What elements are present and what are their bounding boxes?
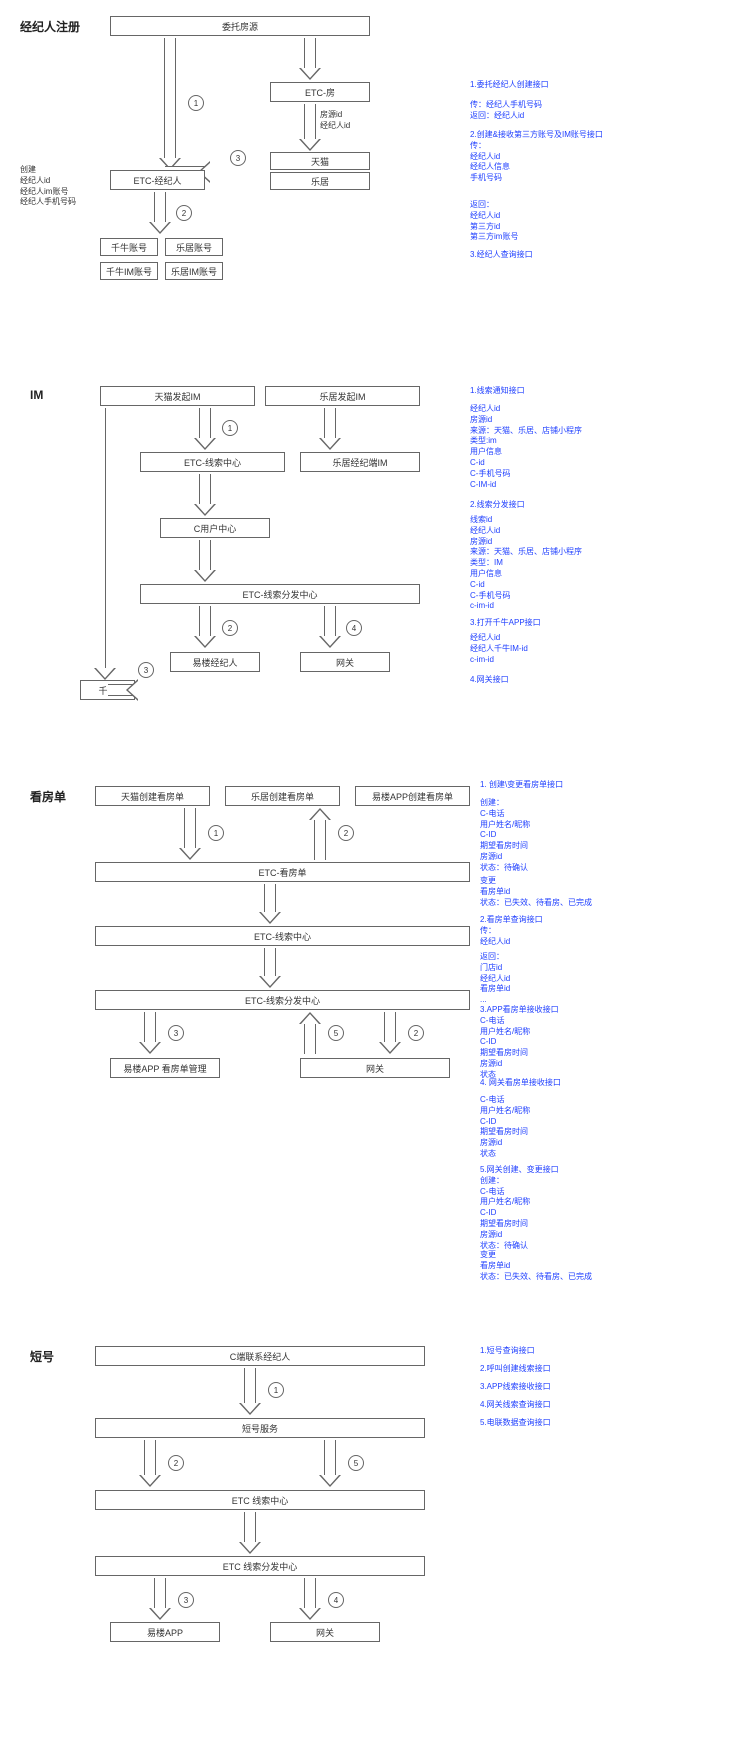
box: ETC-线索分发中心	[140, 584, 420, 604]
note: 经纪人id 经纪人千牛IM-id c-im-id	[470, 633, 680, 665]
box: ETC-看房单	[95, 862, 470, 882]
box-etc-agent: ETC-经纪人	[110, 170, 205, 190]
box: 乐居创建看房单	[225, 786, 340, 806]
note: 传：经纪人手机号码 返回：经纪人id	[470, 100, 680, 122]
box: 乐居发起IM	[265, 386, 420, 406]
section-title: IM	[30, 388, 43, 402]
note: 返回： 门店id 经纪人id 看房单id ...	[480, 952, 690, 1006]
box: 天猫创建看房单	[95, 786, 210, 806]
line	[105, 408, 106, 668]
note: 1.线索通知接口	[470, 386, 680, 397]
step-5: 5	[328, 1025, 344, 1041]
box: 易楼APP 看房单管理	[110, 1058, 220, 1078]
box: 易楼APP	[110, 1622, 220, 1642]
note: 4.网关接口	[470, 675, 680, 686]
box-qn: 千牛账号	[100, 238, 158, 256]
note: 4.网关线索查询接口	[480, 1400, 690, 1411]
note: 返回： 经纪人id 第三方id 第三方im账号	[470, 200, 680, 243]
step-3: 3	[168, 1025, 184, 1041]
box: 天猫发起IM	[100, 386, 255, 406]
box: 乐居经纪端IM	[300, 452, 420, 472]
label-mid: 房源id 经纪人id	[320, 110, 350, 132]
note: 2.创建&接收第三方账号及IM账号接口 传： 经纪人id 经纪人信息 手机号码	[470, 130, 680, 184]
step-3: 3	[178, 1592, 194, 1608]
note: 4. 网关看房单接收接口	[480, 1078, 690, 1089]
note: 3.打开千牛APP接口	[470, 618, 680, 629]
box: ETC-线索分发中心	[95, 990, 470, 1010]
note: 1. 创建\变更看房单接口	[480, 780, 690, 791]
note: 5.电联数据查询接口	[480, 1418, 690, 1429]
step-2: 2	[168, 1455, 184, 1471]
step-1: 1	[222, 420, 238, 436]
note: 线索id 经纪人id 房源id 来源：天猫、乐居、店铺小程序 类型：IM 用户信…	[470, 515, 680, 612]
box: 易楼经纪人	[170, 652, 260, 672]
note: 3.APP线索接收接口	[480, 1382, 690, 1393]
box-etc-fang: ETC-房	[270, 82, 370, 102]
box: ETC-线索中心	[95, 926, 470, 946]
step-2b: 2	[408, 1025, 424, 1041]
box: ETC 线索分发中心	[95, 1556, 425, 1576]
section-title: 看房单	[30, 788, 66, 805]
step-1: 1	[268, 1382, 284, 1398]
section-title: 经纪人注册	[20, 18, 80, 35]
note: C-电话 用户姓名/昵称 C-ID 期望看房时间 房源id 状态	[480, 1095, 690, 1160]
box-tmall: 天猫	[270, 152, 370, 170]
step-2: 2	[222, 620, 238, 636]
note: 变更 看房单id 状态：已失效、待看房、已完成	[480, 1250, 690, 1282]
step-4: 4	[328, 1592, 344, 1608]
box: 网关	[300, 652, 390, 672]
note: 经纪人id 房源id 来源：天猫、乐居、店铺小程序 类型:im 用户信息 C-i…	[470, 404, 680, 490]
box: C用户中心	[160, 518, 270, 538]
box-qnim: 千牛IM账号	[100, 262, 158, 280]
box: 网关	[270, 1622, 380, 1642]
step-5: 5	[348, 1455, 364, 1471]
note: 2.线索分发接口	[470, 500, 680, 511]
label-left: 创建 经纪人id 经纪人im账号 经纪人手机号码	[20, 165, 76, 208]
box-source: 委托房源	[110, 16, 370, 36]
box-lj: 乐居账号	[165, 238, 223, 256]
box: 短号服务	[95, 1418, 425, 1438]
box: C端联系经纪人	[95, 1346, 425, 1366]
step-2: 2	[176, 205, 192, 221]
section-title: 短号	[30, 1348, 54, 1365]
note: 变更 看房单id 状态：已失效、待看房、已完成	[480, 876, 690, 908]
note: 5.网关创建、变更接口 创建： C-电话 用户姓名/昵称 C-ID 期望看房时间…	[480, 1165, 690, 1251]
note: 创建： C-电话 用户姓名/昵称 C-ID 期望看房时间 房源id 状态：待确认	[480, 798, 690, 874]
step-4: 4	[346, 620, 362, 636]
step-3: 3	[138, 662, 154, 678]
step-3: 3	[230, 150, 246, 166]
box-leju: 乐居	[270, 172, 370, 190]
note: 2.看房单查询接口 传： 经纪人id	[480, 915, 690, 947]
step-1: 1	[208, 825, 224, 841]
note: 3.经纪人查询接口	[470, 250, 680, 261]
step-2: 2	[338, 825, 354, 841]
note: 2.呼叫创建线索接口	[480, 1364, 690, 1375]
note: 3.APP看房单接收接口 C-电话 用户姓名/昵称 C-ID 期望看房时间 房源…	[480, 1005, 690, 1081]
box: ETC 线索中心	[95, 1490, 425, 1510]
box-ljim: 乐居IM账号	[165, 262, 223, 280]
box: 易楼APP创建看房单	[355, 786, 470, 806]
step-1: 1	[188, 95, 204, 111]
box: 网关	[300, 1058, 450, 1078]
box: ETC-线索中心	[140, 452, 285, 472]
note: 1.委托经纪人创建接口	[470, 80, 680, 91]
note: 1.短号查询接口	[480, 1346, 690, 1357]
